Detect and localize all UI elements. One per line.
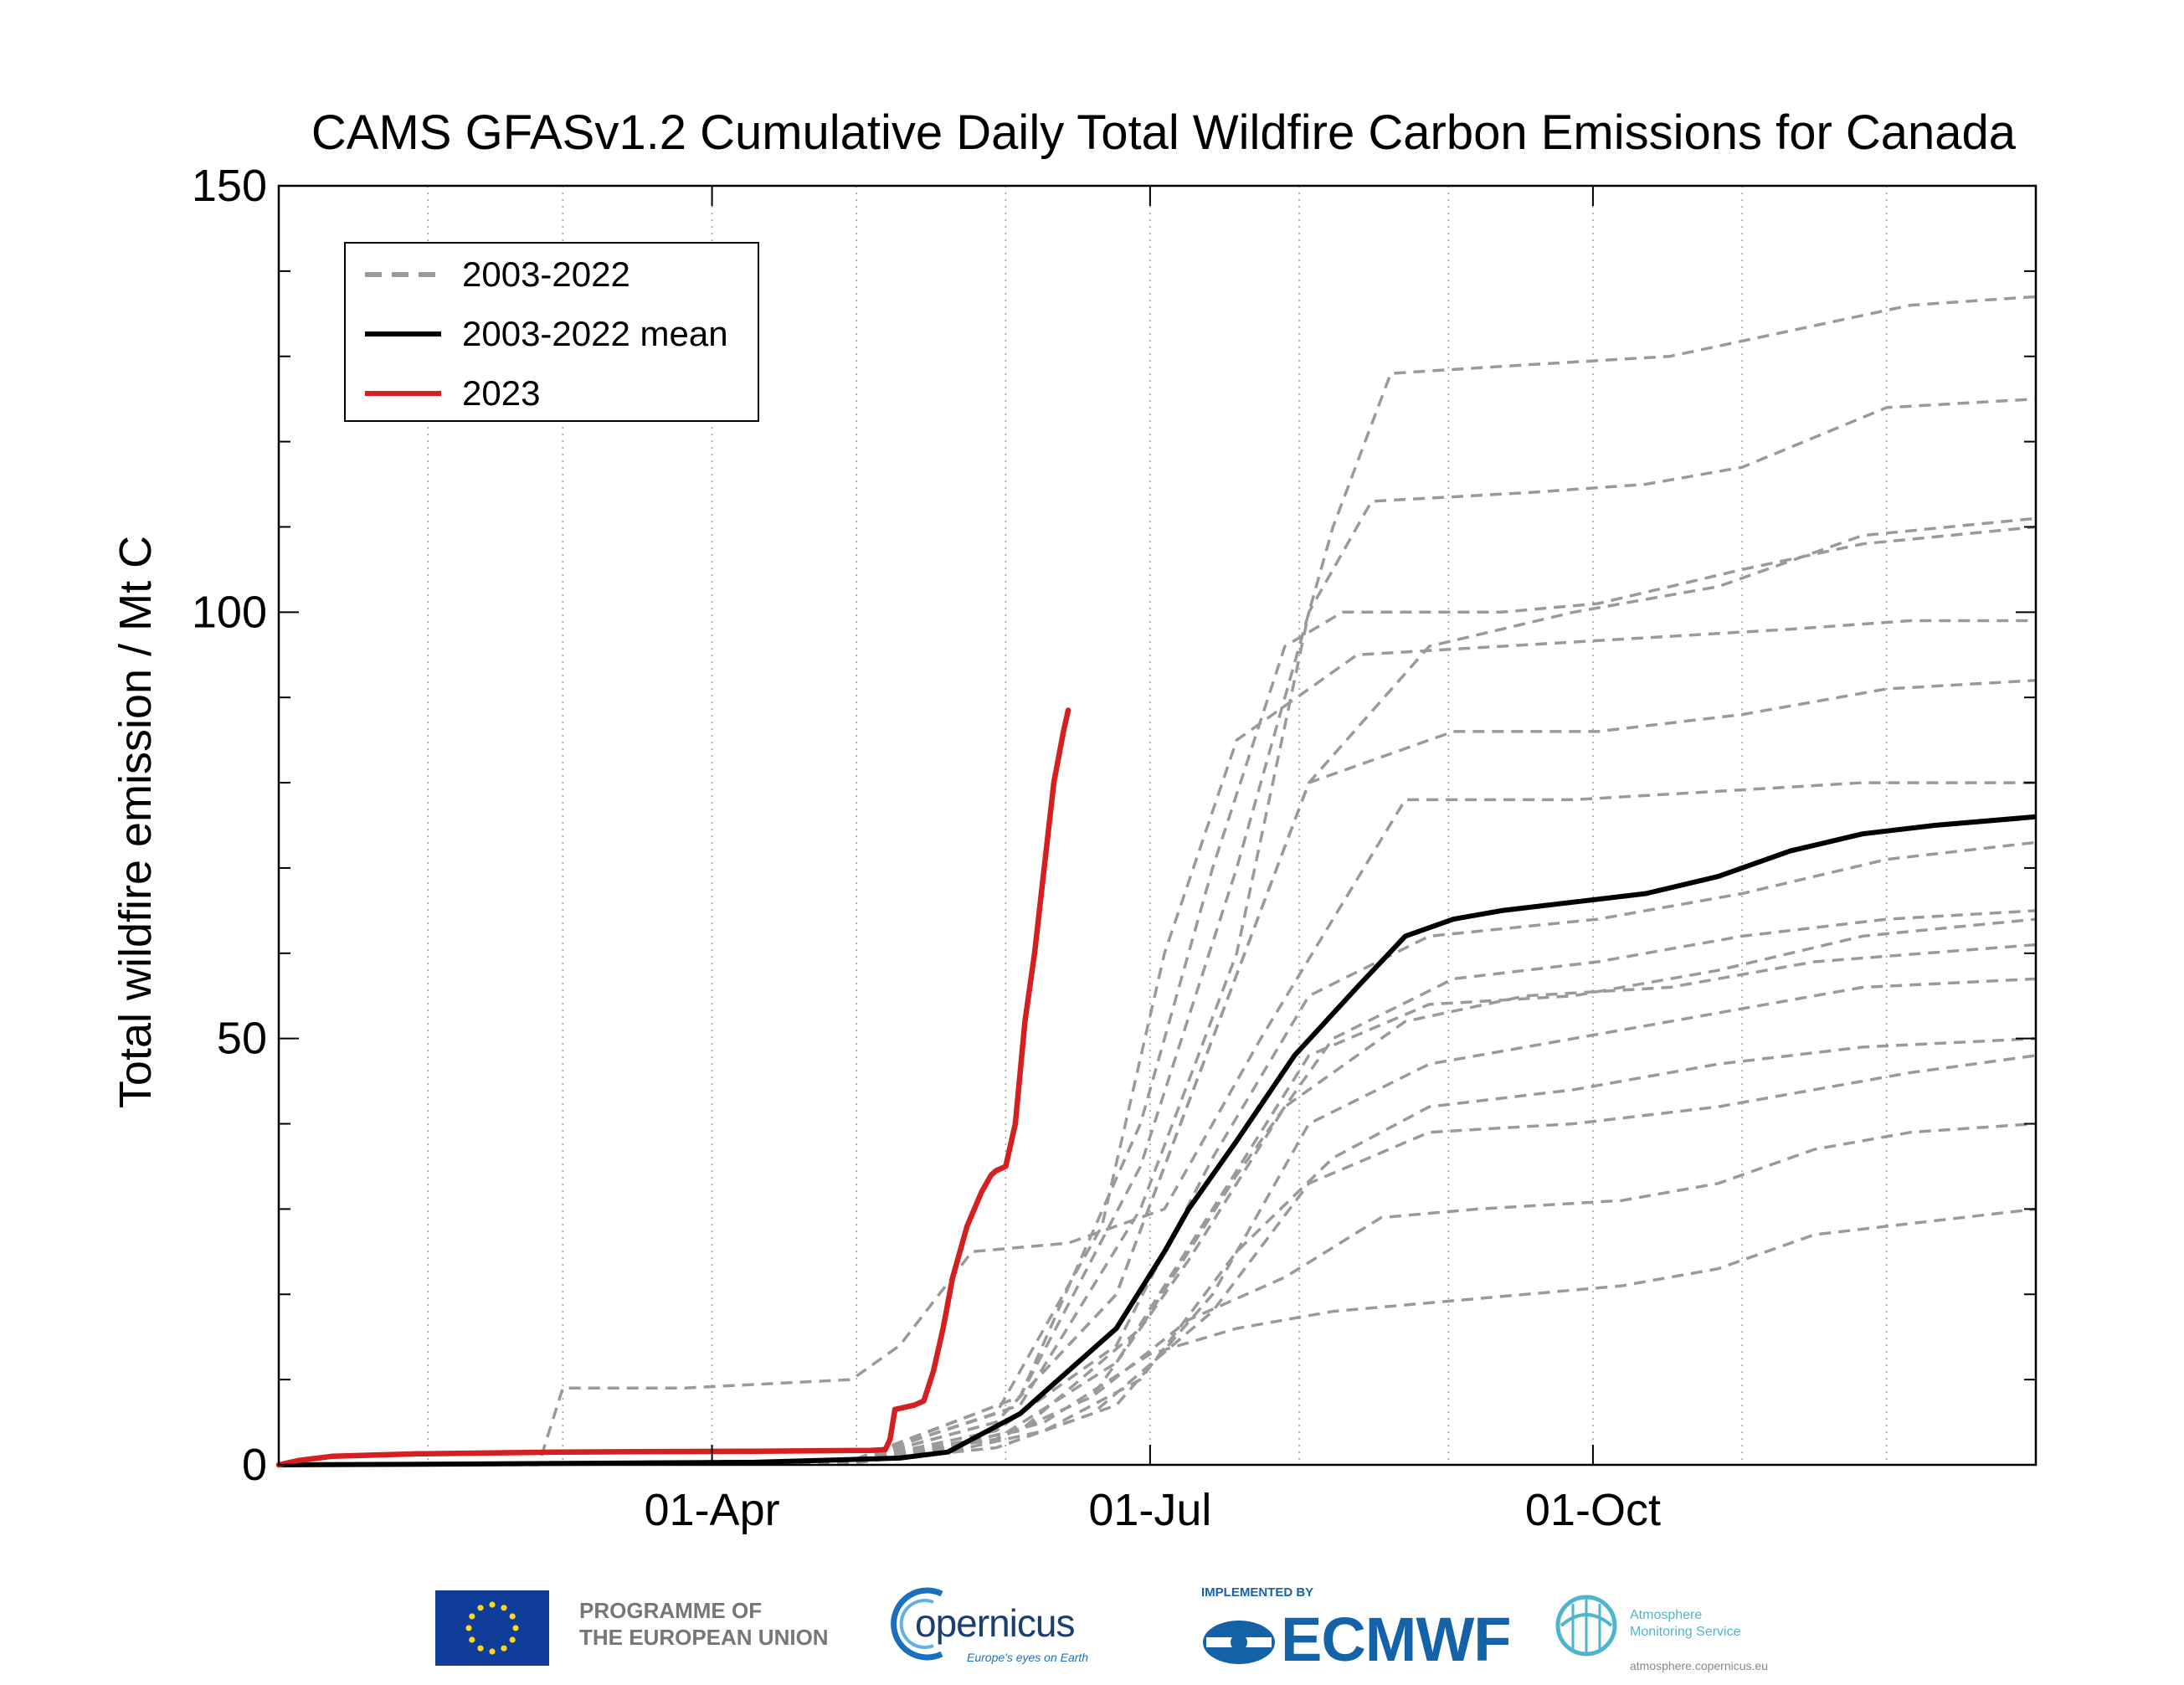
- legend-label-2023: 2023: [462, 373, 540, 413]
- plot-frame: [277, 184, 2038, 1467]
- x-tick-label: 01-Oct: [1525, 1485, 1661, 1535]
- legend: 2003-2022 2003-2022 mean 2023: [344, 242, 759, 422]
- series-line-2003-2022-11: [278, 619, 2036, 1467]
- ams-name: Atmosphere Monitoring Service: [1630, 1607, 1741, 1641]
- series-line-2003-2022-14: [278, 397, 2037, 1467]
- eu-star: [489, 1601, 496, 1608]
- series-line-2003-2022-3: [278, 1036, 2037, 1467]
- copernicus-name: opernicus: [915, 1601, 1075, 1645]
- eu-stars-icon: [465, 1601, 519, 1655]
- series-line-2023: [275, 707, 1071, 1468]
- series-line-2003-2022-6: [278, 917, 2037, 1467]
- ams-line-2: Monitoring Service: [1630, 1625, 1741, 1639]
- y-tick-label: 0: [242, 1440, 267, 1490]
- ecmwf-logo: IMPLEMENTED BY ECMWF: [1197, 1585, 1511, 1674]
- ecmwf-name: ECMWF: [1281, 1605, 1511, 1674]
- x-tick-label: 01-Jul: [1088, 1485, 1211, 1535]
- series-line-2003-2022-5: [278, 943, 2037, 1467]
- ecmwf-swirl-icon: [1203, 1621, 1275, 1664]
- series-2003-2022-mean: [278, 814, 2037, 1467]
- axes: [277, 184, 2038, 1467]
- ecmwf-implemented-by: IMPLEMENTED BY: [1201, 1585, 1314, 1600]
- series-line-2003-2022-10: [278, 679, 2037, 1467]
- tick-labels: 0 50 100 150 01-Apr 01-Jul 01-Oct: [192, 161, 1661, 1535]
- series-line-2003-2022-4: [278, 977, 2037, 1467]
- series-line-2003-2022-12: [278, 525, 2037, 1467]
- copernicus-arc-icon: [891, 1587, 943, 1661]
- legend-label-mean: 2003-2022 mean: [462, 314, 728, 353]
- eu-line-1: PROGRAMME OF: [579, 1598, 763, 1623]
- eu-programme-text: PROGRAMME OF THE EUROPEAN UNION: [579, 1597, 829, 1651]
- eu-star: [501, 1645, 507, 1652]
- ams-url: atmosphere.copernicus.eu: [1630, 1659, 1768, 1672]
- globe-icon: [1555, 1595, 1617, 1657]
- eu-star: [477, 1605, 484, 1611]
- series-2023: [275, 707, 1071, 1468]
- legend-label-2003-2022: 2003-2022: [462, 254, 630, 294]
- series-line-2003-2022-8: [278, 840, 2037, 1467]
- grid: [427, 186, 1888, 1465]
- series-2003-2022: [278, 295, 2037, 1467]
- eu-star: [477, 1645, 484, 1652]
- series-line-mean: [278, 814, 2037, 1467]
- chart-title: CAMS GFASv1.2 Cumulative Daily Total Wil…: [311, 105, 2017, 160]
- x-tick-label: 01-Apr: [645, 1485, 780, 1535]
- eu-star: [469, 1636, 475, 1643]
- y-tick-label: 50: [217, 1014, 267, 1064]
- y-tick-label: 100: [192, 587, 267, 637]
- series-line-2003-2022-0: [278, 1207, 2037, 1467]
- series-line-2003-2022-1: [278, 1122, 2037, 1467]
- chart: CAMS GFASv1.2 Cumulative Daily Total Wil…: [110, 105, 2038, 1535]
- eu-star: [465, 1625, 472, 1631]
- eu-star: [489, 1648, 496, 1655]
- series-line-2003-2022-9: [279, 781, 2036, 1467]
- ams-logo: Atmosphere Monitoring Service atmosphere…: [1553, 1582, 1821, 1674]
- eu-star: [509, 1613, 516, 1620]
- eu-star: [512, 1625, 519, 1631]
- footer-logos: PROGRAMME OF THE EUROPEAN UNION opernicu…: [0, 1574, 2184, 1682]
- eu-star: [509, 1636, 516, 1643]
- eu-star: [469, 1613, 475, 1620]
- eu-flag-logo: [435, 1590, 549, 1666]
- y-axis-label: Total wildfire emission / Mt C: [110, 536, 161, 1108]
- eu-line-2: THE EUROPEAN UNION: [579, 1625, 829, 1650]
- series-line-2003-2022-13: [278, 516, 2037, 1467]
- series-line-2003-2022-15: [278, 295, 2037, 1467]
- copernicus-tagline: Europe's eyes on Earth: [967, 1651, 1089, 1664]
- y-tick-label: 150: [192, 161, 267, 211]
- ams-line-1: Atmosphere: [1630, 1608, 1703, 1622]
- copernicus-logo: opernicus Europe's eyes on Earth: [883, 1582, 1101, 1674]
- eu-star: [501, 1605, 507, 1611]
